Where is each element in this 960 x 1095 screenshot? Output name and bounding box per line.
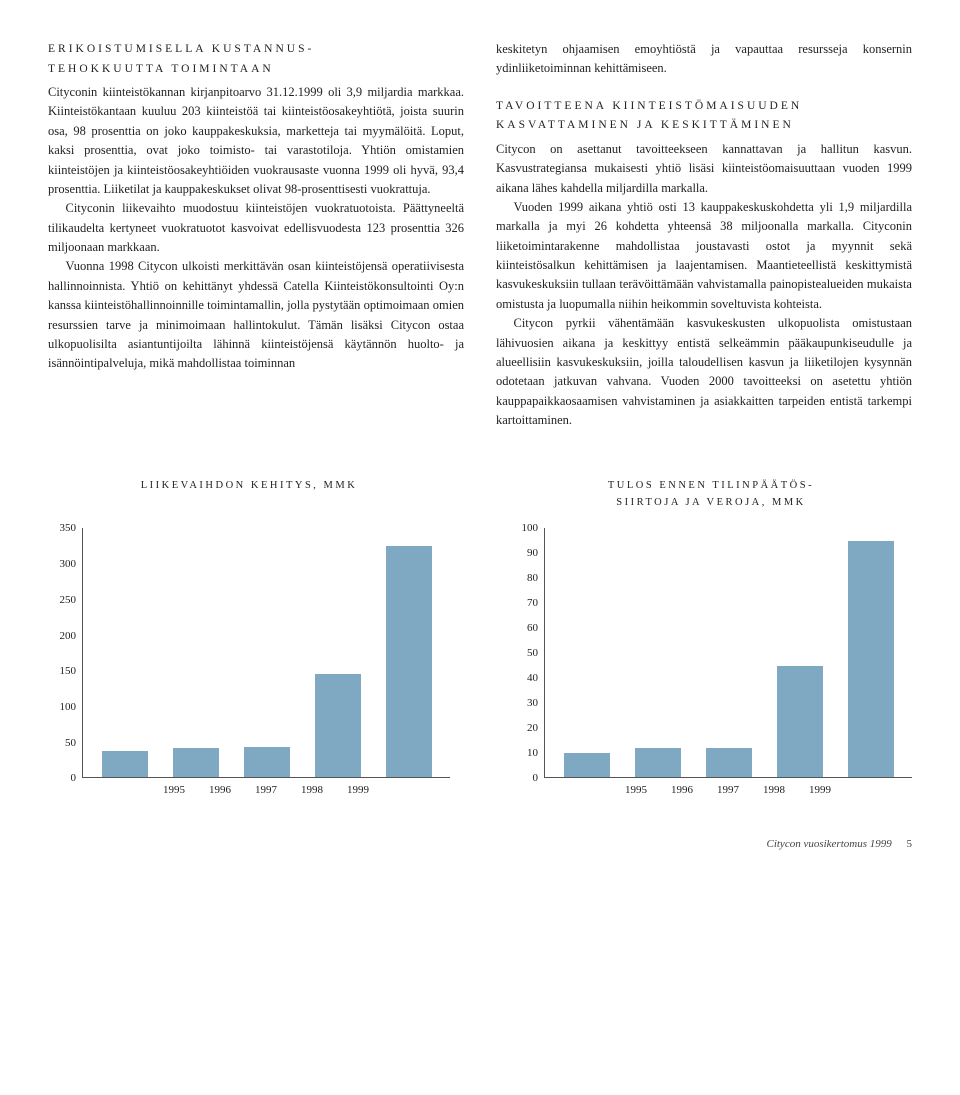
y-tick: 300	[60, 558, 77, 570]
page-number: 5	[907, 838, 913, 850]
left-p2: Cityconin liikevaihto muodostuu kiinteis…	[48, 199, 464, 257]
chart2-block: TULOS ENNEN TILINPÄÄTÖS-SIIRTOJA JA VERO…	[510, 478, 912, 796]
chart1-block: LIIKEVAIHDON KEHITYS, MMK 0 50 100 150 200 25…	[48, 478, 450, 796]
y-tick: 40	[527, 672, 538, 684]
chart1-baseline	[83, 777, 450, 778]
chart1-plot	[82, 528, 450, 778]
y-tick: 50	[527, 647, 538, 659]
chart2-baseline	[545, 777, 912, 778]
chart1: 050100150200250300350	[48, 528, 450, 778]
bar	[173, 748, 219, 778]
x-label: 1996	[659, 784, 705, 796]
y-tick: 80	[527, 572, 538, 584]
chart2: 0102030405060708090100	[510, 528, 912, 778]
right-p0: keskitetyn ohjaamisen emoyhtiöstä ja vap…	[496, 40, 912, 79]
chart1-yaxis: 050100150200250300350	[48, 528, 82, 778]
x-label: 1996	[197, 784, 243, 796]
left-kicker: ERIKOISTUMISELLA KUSTANNUS-TEHOKKUUTTA T…	[48, 40, 464, 79]
bar	[706, 748, 752, 778]
y-tick: 350	[60, 522, 77, 534]
y-tick: 100	[60, 701, 77, 713]
y-tick: 60	[527, 622, 538, 634]
y-tick: 20	[527, 722, 538, 734]
bar	[244, 747, 290, 778]
right-p1: Citycon on asettanut tavoitteekseen kann…	[496, 140, 912, 198]
y-tick: 50	[65, 737, 76, 749]
y-tick: 250	[60, 594, 77, 606]
y-tick: 0	[533, 772, 539, 784]
left-p3: Vuonna 1998 Citycon ulkoisti merkittävän…	[48, 257, 464, 373]
x-label: 1998	[289, 784, 335, 796]
right-column: keskitetyn ohjaamisen emoyhtiöstä ja vap…	[496, 40, 912, 430]
bar	[777, 666, 823, 779]
y-tick: 100	[522, 522, 539, 534]
y-tick: 10	[527, 747, 538, 759]
y-tick: 200	[60, 630, 77, 642]
left-column: ERIKOISTUMISELLA KUSTANNUS-TEHOKKUUTTA T…	[48, 40, 464, 430]
y-tick: 70	[527, 597, 538, 609]
y-tick: 0	[71, 772, 77, 784]
chart2-bars	[545, 528, 912, 778]
chart2-xlabels: 19951996199719981999	[579, 784, 843, 796]
bar	[848, 541, 894, 779]
bar	[386, 546, 432, 779]
x-label: 1995	[613, 784, 659, 796]
x-label: 1997	[705, 784, 751, 796]
x-label: 1999	[335, 784, 381, 796]
x-label: 1995	[151, 784, 197, 796]
x-label: 1998	[751, 784, 797, 796]
y-tick: 90	[527, 547, 538, 559]
chart2-plot	[544, 528, 912, 778]
x-label: 1999	[797, 784, 843, 796]
chart2-title: TULOS ENNEN TILINPÄÄTÖS-SIIRTOJA JA VERO…	[608, 478, 814, 512]
bar	[315, 674, 361, 778]
chart2-yaxis: 0102030405060708090100	[510, 528, 544, 778]
footer-text: Citycon vuosikertomus 1999	[766, 838, 891, 850]
x-label: 1997	[243, 784, 289, 796]
y-tick: 30	[527, 697, 538, 709]
body-columns: ERIKOISTUMISELLA KUSTANNUS-TEHOKKUUTTA T…	[48, 40, 912, 430]
chart1-title: LIIKEVAIHDON KEHITYS, MMK	[141, 478, 358, 512]
right-kicker: TAVOITTEENA KIINTEISTÖMAISUUDENKASVATTAM…	[496, 97, 912, 136]
bar	[102, 751, 148, 778]
y-tick: 150	[60, 665, 77, 677]
page-footer: Citycon vuosikertomus 1999 5	[48, 838, 912, 850]
charts-row: LIIKEVAIHDON KEHITYS, MMK 05010015020025…	[48, 478, 912, 796]
chart1-bars	[83, 528, 450, 778]
chart1-xlabels: 19951996199719981999	[117, 784, 381, 796]
right-p2: Vuoden 1999 aikana yhtiö osti 13 kauppak…	[496, 198, 912, 314]
bar	[564, 753, 610, 778]
bar	[635, 748, 681, 778]
right-p3: Citycon pyrkii vähentämään kasvukeskuste…	[496, 314, 912, 430]
left-p1: Cityconin kiinteistökannan kirjanpitoarv…	[48, 83, 464, 199]
